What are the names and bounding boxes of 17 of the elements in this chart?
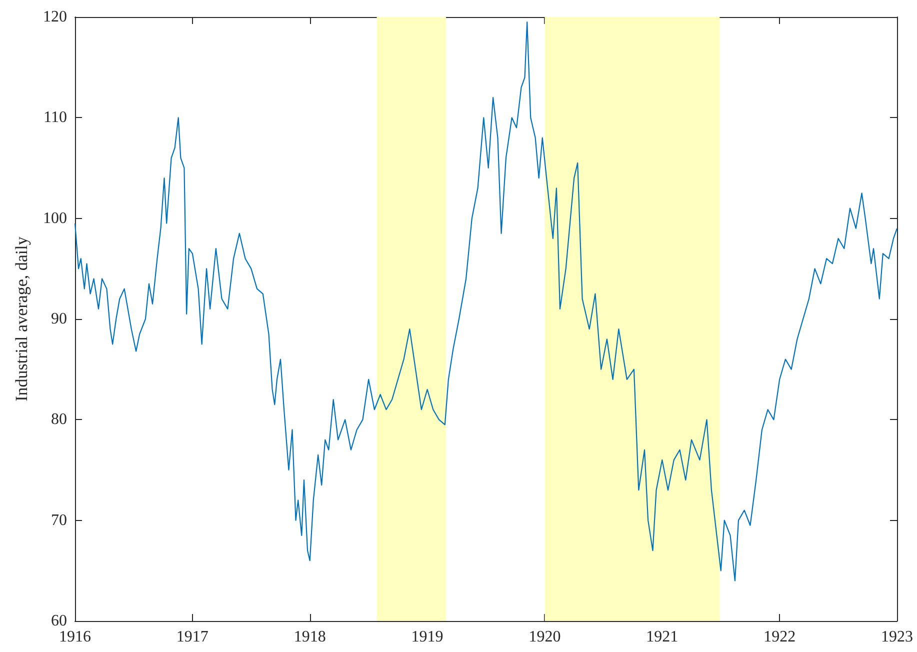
y-tick-label: 120 xyxy=(43,8,67,26)
x-tick-label: 1922 xyxy=(764,628,796,646)
x-tick-label: 1918 xyxy=(294,628,326,646)
x-tick-label: 1921 xyxy=(646,628,678,646)
y-tick-label: 110 xyxy=(44,109,67,126)
x-tick-label: 1919 xyxy=(411,628,444,646)
y-tick-label: 70 xyxy=(51,512,67,529)
x-tick-label: 1917 xyxy=(176,628,208,646)
line-series xyxy=(74,21,898,582)
x-tick-label: 1916 xyxy=(59,628,91,646)
y-tick-label: 90 xyxy=(51,310,67,328)
y-tick-label: 80 xyxy=(51,411,67,428)
y-axis-title: Industrial average, daily xyxy=(12,236,31,402)
x-tick-label: 1923 xyxy=(881,628,913,646)
y-tick-label: 100 xyxy=(43,210,67,227)
y-tick-label: 60 xyxy=(51,612,67,630)
x-tick-label: 1920 xyxy=(528,628,561,646)
